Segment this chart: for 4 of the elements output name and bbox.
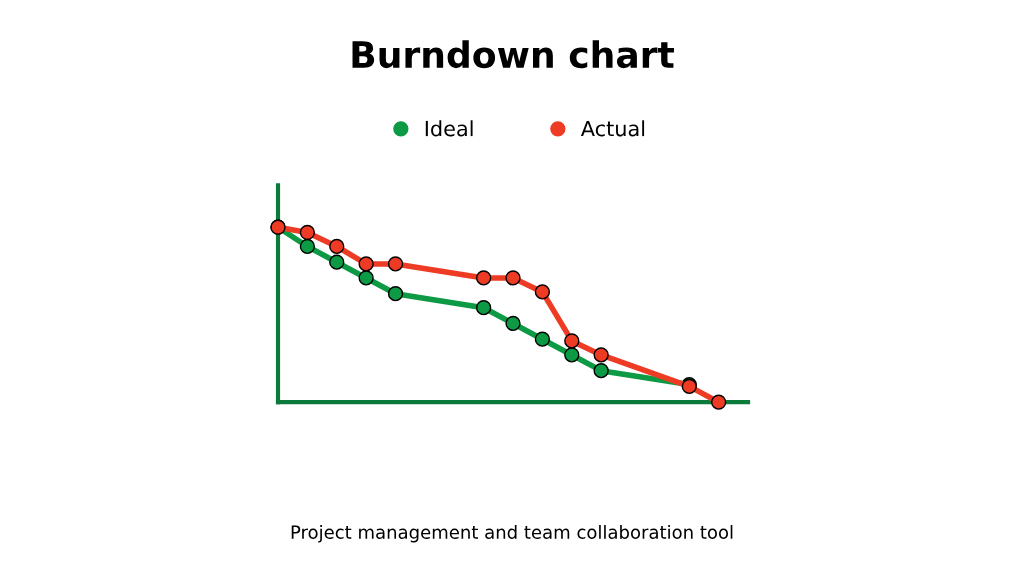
text: Project management and team collaboration tool: [291, 524, 733, 543]
legend-label: Ideal: [425, 120, 473, 137]
legend-label: Actual: [580, 120, 645, 137]
chart-title: Burndown chart: [352, 40, 674, 69]
